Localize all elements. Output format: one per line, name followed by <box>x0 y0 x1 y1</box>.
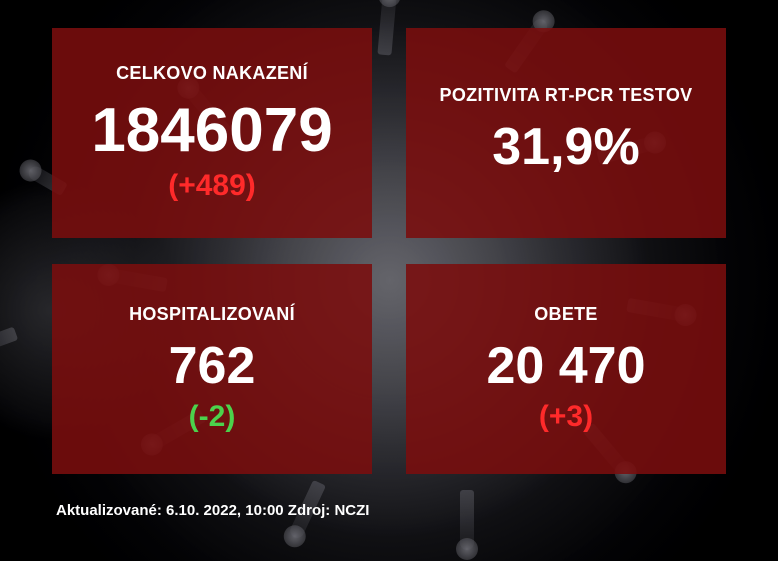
card-positivity-value: 31,9% <box>492 120 639 175</box>
card-infected-value: 1846079 <box>91 98 332 163</box>
card-deaths-value: 20 470 <box>486 339 645 394</box>
stats-grid: CELKOVO NAKAZENÍ 1846079 (+489) POZITIVI… <box>52 28 726 474</box>
card-hospitalized-delta: (-2) <box>189 400 236 434</box>
card-deaths: OBETE 20 470 (+3) <box>406 264 726 474</box>
dashboard: CELKOVO NAKAZENÍ 1846079 (+489) POZITIVI… <box>0 0 778 561</box>
card-positivity: POZITIVITA RT-PCR TESTOV 31,9% <box>406 28 726 238</box>
card-deaths-title: OBETE <box>534 304 598 325</box>
card-positivity-title: POZITIVITA RT-PCR TESTOV <box>440 85 693 106</box>
card-infected-title: CELKOVO NAKAZENÍ <box>116 63 308 84</box>
card-deaths-delta: (+3) <box>539 400 593 434</box>
footer-updated: Aktualizované: 6.10. 2022, 10:00 Zdroj: … <box>52 502 726 519</box>
card-infected-delta: (+489) <box>168 169 256 203</box>
card-hospitalized: HOSPITALIZOVANÍ 762 (-2) <box>52 264 372 474</box>
card-hospitalized-title: HOSPITALIZOVANÍ <box>129 304 295 325</box>
card-hospitalized-value: 762 <box>169 339 256 394</box>
card-infected: CELKOVO NAKAZENÍ 1846079 (+489) <box>52 28 372 238</box>
